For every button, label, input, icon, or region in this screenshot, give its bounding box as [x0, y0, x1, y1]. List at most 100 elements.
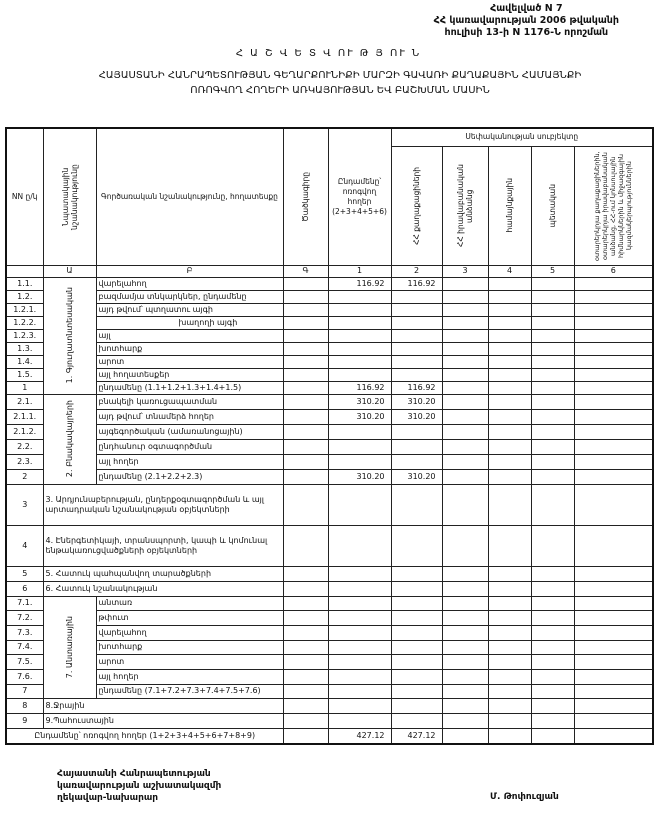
citizens-cell: [390, 328, 443, 343]
citizens-cell: [390, 639, 443, 656]
cadastral-cell: [282, 580, 329, 597]
legal-entities-cell: [441, 713, 489, 730]
community-cell: [487, 276, 532, 291]
state-cell: [530, 408, 575, 425]
annex-note: Հավելված N 7 ՀՀ կառավարության 2006 թվակա…: [434, 3, 619, 39]
row-number: 9: [5, 713, 44, 730]
state-cell: [530, 639, 575, 656]
cadastral-cell: [282, 639, 329, 656]
legal-entities-cell: [441, 524, 489, 567]
signatory-line: Հայաստանի Հանրապետության: [57, 769, 211, 779]
cadastral-cell: [282, 683, 329, 700]
legal-entities-cell: [441, 668, 489, 685]
legal-entities-cell: [441, 595, 489, 612]
state-cell: [530, 713, 575, 730]
table-row: 7.4. խոտհարք: [5, 639, 654, 656]
foreign-cell: [573, 423, 654, 440]
row-description: վարելահող: [95, 624, 284, 641]
header-description: Գործառական նշանակությունը, հողատեսքը: [95, 127, 284, 266]
foreign-cell: [573, 289, 654, 304]
table-row: 7.6. այլ հողեր: [5, 668, 654, 685]
table-row: 2.1.1. այդ թվում՝ տնամերձ հողեր 310.20 310.…: [5, 408, 654, 425]
empty-cell: [530, 728, 575, 745]
foreign-cell: [573, 698, 654, 715]
row-description: այլ հողեր: [95, 668, 284, 685]
total-cell: [327, 565, 392, 582]
empty-cell: [487, 728, 532, 745]
row-number: 1: [5, 380, 44, 395]
state-cell: [530, 453, 575, 470]
row-number: 7.3.: [5, 624, 44, 641]
community-cell: [487, 393, 532, 410]
row-description: 3. Արդյունաբերության, ընդերքօգտագործման …: [42, 483, 284, 526]
cadastral-cell: [282, 624, 329, 641]
legal-entities-cell: [441, 423, 489, 440]
citizens-cell: 310.20: [390, 408, 443, 425]
table-row: 9 9.Պահուստային: [5, 713, 654, 730]
community-cell: [487, 328, 532, 343]
table-row: 1.2.3. այլ: [5, 328, 654, 343]
cadastral-cell: [282, 423, 329, 440]
row-description: թփուտ: [95, 610, 284, 626]
table-row: 1.1. 1. Գյուղատնտեսական վարելահող 116.92 116…: [5, 276, 654, 395]
total-cell: [327, 668, 392, 685]
foreign-cell: [573, 315, 654, 330]
cadastral-cell: [282, 610, 329, 626]
table-row: 7.2. թփուտ: [5, 610, 654, 626]
community-cell: [487, 580, 532, 597]
state-cell: [530, 393, 575, 410]
row-description: արոտ: [95, 654, 284, 670]
document-subtitle: ՀԱՅԱՍՏԱՆԻ ՀԱՆՐԱՊԵՏՈՒԹՅԱՆ ԳԵՂԱՐՔՈՒՆԻՔԻ ՄԱ…: [40, 68, 640, 98]
row-number: 6: [5, 580, 44, 597]
community-cell: [487, 315, 532, 330]
cadastral-cell: [282, 565, 329, 582]
citizens-cell: [390, 341, 443, 356]
total-cell: 116.92: [327, 380, 392, 395]
legal-entities-cell: [441, 393, 489, 410]
state-cell: [530, 354, 575, 369]
row-description: ընդամենը (7.1+7.2+7.3+7.4+7.5+7.6): [95, 683, 284, 700]
index-cell: Գ: [282, 264, 329, 278]
row-number: 2.1.2.: [5, 423, 44, 440]
grand-total-row: Ընդամենը՝ ոռոգվող հողեր (1+2+3+4+5+6+7+8…: [5, 728, 654, 745]
foreign-cell: [573, 393, 654, 410]
foreign-cell: [573, 276, 654, 291]
cadastral-cell: [282, 654, 329, 670]
foreign-cell: [573, 683, 654, 700]
citizens-cell: [390, 289, 443, 304]
total-cell: [327, 453, 392, 470]
row-number: 1.2.3.: [5, 328, 44, 343]
state-cell: [530, 683, 575, 700]
row-number: 7.5.: [5, 654, 44, 670]
cadastral-cell: [282, 438, 329, 455]
community-cell: [487, 302, 532, 317]
table-row: 3 3. Արդյունաբերության, ընդերքօգտագործման…: [5, 483, 654, 526]
citizens-cell: 310.20: [390, 468, 443, 485]
row-number: 7.6.: [5, 668, 44, 685]
table-row: 2.2. ընդհանուր օգտագործման: [5, 438, 654, 455]
signatory-line: կառավարության աշխատակազմի: [57, 781, 222, 791]
table-row: 5 5. Հատուկ պահպանվող տարածքների: [5, 565, 654, 582]
cadastral-cell: [282, 328, 329, 343]
legal-entities-cell: [441, 639, 489, 656]
citizens-cell: [390, 565, 443, 582]
citizens-cell: [390, 698, 443, 715]
citizens-cell: [390, 654, 443, 670]
legal-entities-cell: [441, 468, 489, 485]
index-cell: 1: [327, 264, 392, 278]
community-cell: [487, 668, 532, 685]
table-row: 1.5. այլ հողատեսքեր: [5, 367, 654, 382]
index-cell: 3: [441, 264, 489, 278]
community-cell: [487, 610, 532, 626]
citizens-cell: [390, 668, 443, 685]
total-cell: 310.20: [327, 408, 392, 425]
header-col4: համայնքային: [487, 145, 532, 266]
row-description: ընդամենը (1.1+1.2+1.3+1.4+1.5): [95, 380, 284, 395]
row-description: ընդամենը (2.1+2.2+2.3): [95, 468, 284, 485]
row-number: 1.5.: [5, 367, 44, 382]
header-nn: NN ը/կ: [5, 127, 44, 266]
subtitle-line: ՈՌՈԳՎՈՂ ՀՈՂԵՐԻ ԱՌԿԱՅՈՒԹՅԱՆ ԵՎ ԲԱՇԽՄԱՆ ՄԱ…: [190, 85, 490, 96]
table-row: 7 ընդամենը (7.1+7.2+7.3+7.4+7.5+7.6): [5, 683, 654, 700]
legal-entities-cell: [441, 408, 489, 425]
